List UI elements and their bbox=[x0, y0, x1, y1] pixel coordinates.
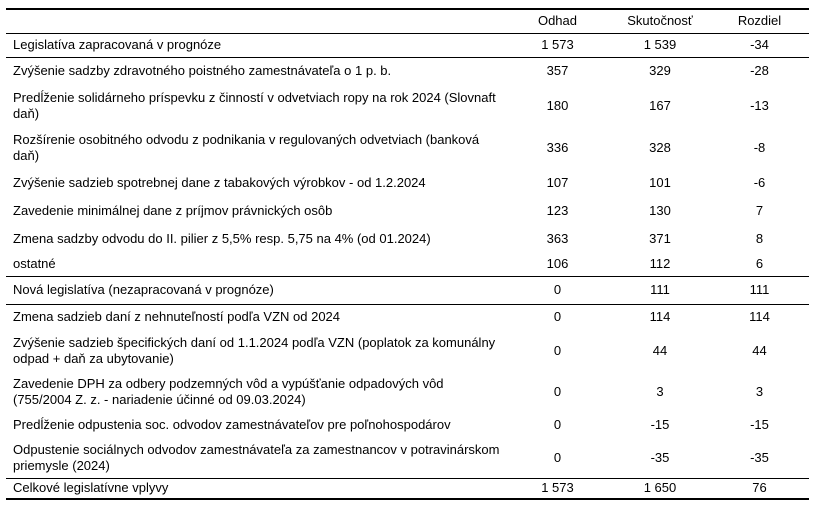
cell-skutocnost: 44 bbox=[652, 343, 668, 358]
table-row: Rozšírenie osobitného odvodu z podnikani… bbox=[6, 127, 809, 169]
row-label: Nová legislatíva (nezapracovaná v prognó… bbox=[13, 282, 274, 297]
cell-skutocnost: 111 bbox=[650, 282, 670, 297]
cell-skutocnost: -35 bbox=[650, 449, 670, 465]
cell-skutocnost: 1 650 bbox=[643, 480, 677, 496]
cell-rozdiel: -34 bbox=[750, 37, 769, 52]
row-label: Zavedenie DPH za odbery podzemných vôd a… bbox=[13, 376, 444, 407]
cell-odhad: 357 bbox=[546, 63, 569, 79]
header-odhad: Odhad bbox=[537, 13, 578, 29]
cell-odhad: 0 bbox=[553, 384, 562, 399]
row-label: Zvýšenie sadzby zdravotného poistného za… bbox=[13, 63, 392, 79]
table-row: Zavedenie DPH za odbery podzemných vôd a… bbox=[6, 372, 809, 412]
header-rozdiel: Rozdiel bbox=[737, 13, 782, 29]
table-row: Predĺženie solidárneho príspevku z činno… bbox=[6, 85, 809, 127]
row-section-nova-legislativa: Nová legislatíva (nezapracovaná v prognó… bbox=[6, 276, 809, 304]
row-label: Zavedenie minimálnej dane z príjmov práv… bbox=[13, 203, 333, 218]
row-label: Rozšírenie osobitného odvodu z podnikani… bbox=[13, 132, 480, 163]
row-label: Predĺženie solidárneho príspevku z činno… bbox=[13, 90, 496, 121]
header-skutocnost: Skutočnosť bbox=[627, 13, 693, 29]
cell-skutocnost: 1 539 bbox=[643, 37, 677, 52]
table-row: Zmena sadzieb daní z nehnuteľností podľa… bbox=[6, 304, 809, 330]
cell-rozdiel: -15 bbox=[750, 417, 769, 432]
cell-rozdiel: 3 bbox=[755, 384, 764, 399]
cell-odhad: 363 bbox=[546, 231, 569, 246]
table-row: Predĺženie odpustenia soc. odvodov zames… bbox=[6, 412, 809, 438]
row-label: Odpustenie sociálnych odvodov zamestnáva… bbox=[13, 441, 500, 473]
cell-skutocnost: 3 bbox=[656, 384, 664, 399]
row-label: Zvýšenie sadzieb špecifických daní od 1.… bbox=[13, 335, 496, 366]
row-label: Zmena sadzieb daní z nehnuteľností podľa… bbox=[13, 309, 341, 325]
cell-odhad: 0 bbox=[553, 449, 562, 465]
cell-rozdiel: 7 bbox=[755, 203, 764, 218]
cell-odhad: 123 bbox=[546, 203, 569, 218]
cell-odhad: 1 573 bbox=[541, 480, 574, 496]
legislative-impacts-table: Odhad Skutočnosť Rozdiel Legislatíva zap… bbox=[6, 8, 809, 500]
cell-rozdiel: 114 bbox=[749, 309, 770, 325]
cell-skutocnost: 112 bbox=[649, 256, 671, 272]
row-section-legislativa-zapracovana: Legislatíva zapracovaná v prognóze 1 573… bbox=[6, 33, 809, 57]
cell-rozdiel: 8 bbox=[755, 231, 764, 246]
cell-skutocnost: -15 bbox=[650, 417, 670, 432]
cell-odhad: 0 bbox=[553, 343, 562, 358]
cell-skutocnost: 114 bbox=[649, 309, 671, 325]
cell-rozdiel: -6 bbox=[753, 175, 766, 190]
cell-skutocnost: 329 bbox=[649, 63, 671, 79]
table-row: Zvýšenie sadzieb špecifických daní od 1.… bbox=[6, 330, 809, 372]
cell-odhad: 0 bbox=[553, 282, 562, 297]
cell-odhad: 0 bbox=[553, 417, 562, 432]
cell-skutocnost: 130 bbox=[649, 203, 671, 218]
cell-skutocnost: 371 bbox=[649, 231, 671, 246]
row-total: Celkové legislatívne vplyvy 1 573 1 650 … bbox=[6, 478, 809, 499]
table-row: ostatné 106 112 6 bbox=[6, 253, 809, 276]
cell-rozdiel: -13 bbox=[750, 98, 769, 113]
header-row: Odhad Skutočnosť Rozdiel bbox=[6, 9, 809, 33]
cell-rozdiel: -28 bbox=[750, 63, 769, 79]
table-row: Zmena sadzby odvodu do II. pilier z 5,5%… bbox=[6, 225, 809, 253]
table-row: Odpustenie sociálnych odvodov zamestnáva… bbox=[6, 438, 809, 478]
row-label: Zvýšenie sadzieb spotrebnej dane z tabak… bbox=[13, 175, 426, 190]
cell-rozdiel: 111 bbox=[749, 282, 770, 297]
header-empty-cell bbox=[6, 9, 505, 33]
table-row: Zavedenie minimálnej dane z príjmov práv… bbox=[6, 197, 809, 225]
cell-rozdiel: 44 bbox=[752, 343, 767, 358]
cell-odhad: 336 bbox=[546, 140, 569, 155]
cell-odhad: 1 573 bbox=[541, 37, 574, 52]
cell-rozdiel: -35 bbox=[750, 449, 769, 465]
row-label: Celkové legislatívne vplyvy bbox=[13, 480, 169, 496]
cell-rozdiel: -8 bbox=[753, 140, 766, 155]
cell-odhad: 106 bbox=[546, 256, 569, 272]
cell-skutocnost: 167 bbox=[649, 98, 671, 113]
cell-rozdiel: 76 bbox=[752, 480, 767, 496]
row-label: Legislatíva zapracovaná v prognóze bbox=[13, 37, 222, 52]
row-label: Predĺženie odpustenia soc. odvodov zames… bbox=[13, 417, 451, 432]
table-row: Zvýšenie sadzby zdravotného poistného za… bbox=[6, 57, 809, 85]
cell-skutocnost: 328 bbox=[649, 140, 671, 155]
row-label: Zmena sadzby odvodu do II. pilier z 5,5%… bbox=[13, 231, 431, 246]
cell-odhad: 107 bbox=[546, 175, 569, 190]
cell-odhad: 180 bbox=[546, 98, 569, 113]
row-label: ostatné bbox=[13, 256, 56, 272]
cell-rozdiel: 6 bbox=[755, 256, 764, 272]
table-row: Zvýšenie sadzieb spotrebnej dane z tabak… bbox=[6, 169, 809, 197]
cell-odhad: 0 bbox=[553, 309, 562, 325]
cell-skutocnost: 101 bbox=[649, 175, 671, 190]
